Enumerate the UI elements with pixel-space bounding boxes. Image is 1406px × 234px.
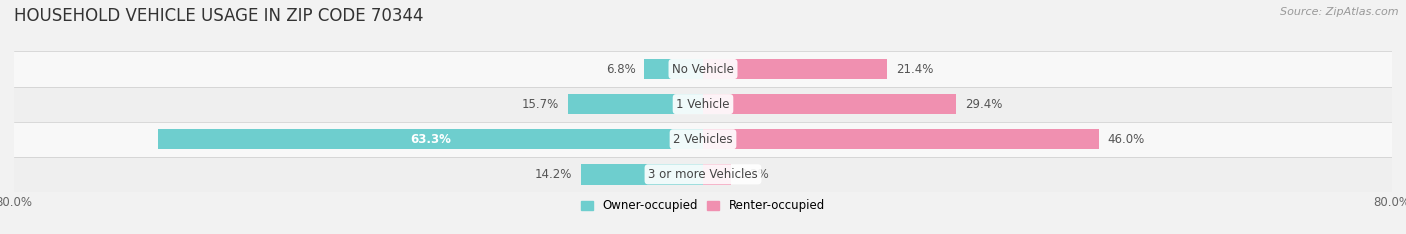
Text: 21.4%: 21.4% bbox=[896, 62, 934, 76]
Bar bbox=[581, 164, 703, 185]
Bar bbox=[703, 59, 887, 79]
Text: 14.2%: 14.2% bbox=[534, 168, 572, 181]
Bar bbox=[644, 59, 703, 79]
Text: 6.8%: 6.8% bbox=[606, 62, 636, 76]
Text: HOUSEHOLD VEHICLE USAGE IN ZIP CODE 70344: HOUSEHOLD VEHICLE USAGE IN ZIP CODE 7034… bbox=[14, 7, 423, 25]
Bar bbox=[14, 122, 1392, 157]
Bar bbox=[14, 51, 1392, 87]
Bar bbox=[14, 87, 1392, 122]
Text: No Vehicle: No Vehicle bbox=[672, 62, 734, 76]
Legend: Owner-occupied, Renter-occupied: Owner-occupied, Renter-occupied bbox=[576, 194, 830, 217]
Text: 63.3%: 63.3% bbox=[411, 133, 451, 146]
Bar bbox=[157, 129, 703, 150]
Text: 2 Vehicles: 2 Vehicles bbox=[673, 133, 733, 146]
Text: 15.7%: 15.7% bbox=[522, 98, 560, 111]
Text: 1 Vehicle: 1 Vehicle bbox=[676, 98, 730, 111]
Text: 3.2%: 3.2% bbox=[740, 168, 769, 181]
Bar bbox=[568, 94, 703, 114]
Bar bbox=[14, 157, 1392, 192]
Text: 46.0%: 46.0% bbox=[1108, 133, 1144, 146]
Bar bbox=[703, 94, 956, 114]
Text: 29.4%: 29.4% bbox=[965, 98, 1002, 111]
Text: 3 or more Vehicles: 3 or more Vehicles bbox=[648, 168, 758, 181]
Text: Source: ZipAtlas.com: Source: ZipAtlas.com bbox=[1281, 7, 1399, 17]
Bar bbox=[703, 164, 731, 185]
Bar bbox=[703, 129, 1099, 150]
